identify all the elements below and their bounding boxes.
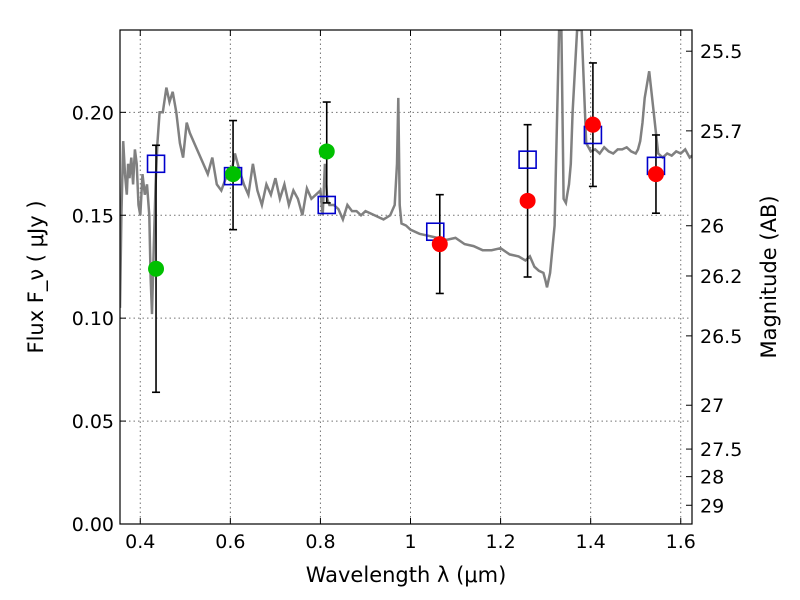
tick-layer	[120, 30, 692, 525]
y-tick-label: 0.15	[72, 205, 114, 227]
y-tick-label: 0.10	[72, 308, 114, 330]
x-tick-label: 0.4	[125, 531, 155, 553]
x-tick-label: 1.2	[485, 531, 515, 553]
right-tick-label: 25.5	[700, 41, 742, 63]
right-tick-label: 27.5	[700, 439, 742, 461]
ir-observed-point	[647, 166, 664, 183]
right-tick-label: 27	[700, 395, 724, 417]
right-tick-label: 25.7	[700, 121, 742, 143]
spectrum-layer	[120, 30, 692, 315]
optical-observed-point	[318, 143, 335, 160]
x-tick-label: 1	[404, 531, 416, 553]
marker-layer	[146, 116, 666, 277]
right-axis-label: Magnitude (AB)	[757, 195, 781, 358]
right-tick-label: 28	[700, 467, 724, 489]
model-photometry-square	[518, 150, 537, 169]
x-tick-label: 1.4	[576, 531, 606, 553]
label-layer: 0.4 0.6 0.8 1 1.2 1.4 1.6 0.00 0.05 0.10 0.15 0.20 2…	[72, 41, 743, 553]
optical-observed-point	[225, 166, 242, 183]
optical-observed-point	[148, 260, 165, 277]
ir-observed-point	[519, 192, 536, 209]
y-tick-label: 0.00	[72, 514, 114, 536]
x-tick-label: 1.6	[666, 531, 696, 553]
model-photometry-square	[317, 195, 337, 215]
y-tick-label: 0.05	[72, 411, 114, 433]
y-axis-label: Flux F_ν ( μJy )	[24, 200, 49, 353]
model-spectrum-line	[120, 30, 692, 315]
model-photometry-square	[146, 154, 166, 174]
y-tick-label: 0.20	[72, 102, 114, 124]
grid-layer	[120, 30, 692, 524]
ir-observed-point	[431, 236, 448, 253]
right-tick-label: 29	[700, 495, 724, 517]
x-axis-label: Wavelength λ (μm)	[306, 563, 507, 587]
plot-frame	[119, 29, 693, 525]
right-tick-label: 26	[700, 216, 724, 238]
right-tick-label: 26.2	[700, 266, 742, 288]
right-tick-label: 26.5	[700, 326, 742, 348]
x-tick-label: 0.8	[305, 531, 335, 553]
ir-observed-point	[584, 116, 601, 133]
x-tick-label: 0.6	[215, 531, 245, 553]
